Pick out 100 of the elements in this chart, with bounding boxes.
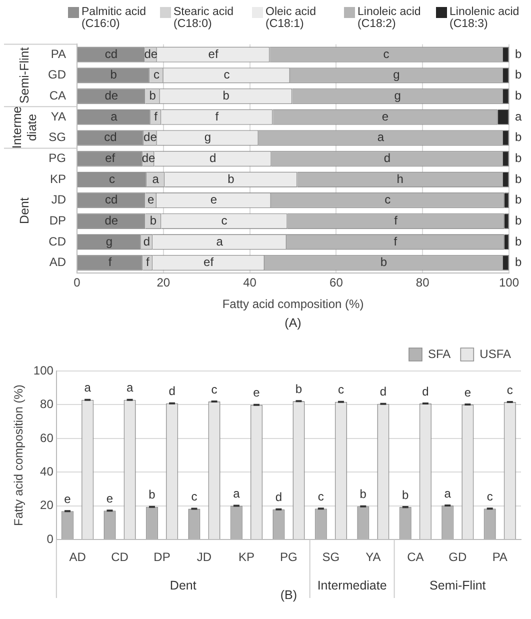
x-tick-label: 100 [498,276,520,290]
data-label: cd [104,46,118,61]
text: (A) [284,316,302,330]
data-label: cd [105,192,118,207]
data-label: de [104,88,118,103]
data-label: f [108,255,112,270]
data-label: a [216,234,224,248]
data-label: c [211,382,218,396]
text: Interme diate [10,106,39,149]
data-label: c [506,382,513,397]
data-label: b [515,130,522,144]
y-tick-label: 100 [33,363,54,378]
data-label: b [150,213,157,228]
text: Dent [17,197,32,224]
legend-label: Linolenic acid (C18:3) [450,6,520,30]
data-label: f [146,255,150,270]
y-tick-label: 40 [40,464,54,478]
y-tick-label: 0 [46,532,54,546]
data-label: c [153,68,160,82]
data-label: b [402,488,410,502]
y-tick-label: 60 [40,430,54,445]
data-label: a [126,380,134,395]
y-tick-label: CD [48,234,66,248]
x-axis-title: Fatty acid composition (%) [222,297,364,312]
data-label: b [515,46,522,61]
x-tick-label: 60 [330,276,344,290]
data-label: c [221,213,228,228]
data-label: b [149,88,156,103]
y-tick-label: JD [51,192,66,207]
data-label: b [295,382,302,396]
x-tick-label: YA [366,550,381,564]
data-label: e [464,385,472,400]
x-tick-label: PG [280,550,298,564]
data-label: ef [208,46,219,61]
y-tick-label: CA [49,88,66,103]
x-tick-label: 20 [156,276,170,290]
data-label: a [515,109,522,124]
y-tick-label: PA [50,46,66,61]
y-axis-title: Fatty acid composition (%) [12,384,26,526]
legend-label: Linoleic acid (C18:2) [358,6,422,30]
y-tick-label: PG [48,151,66,166]
x-tick-label: 0 [74,276,81,290]
data-label: b [222,88,230,103]
data-label: g [106,234,113,248]
data-label: b [380,255,388,270]
x-tick-label: AD [69,550,86,564]
data-label: b [228,172,235,186]
legend-label: SFA [428,346,451,361]
data-label: c [486,489,493,504]
data-label: ef [204,255,214,270]
text: Dent [170,578,197,593]
data-label: f [154,109,158,124]
y-tick-label: 20 [40,498,54,512]
y-tick-label: GD [48,68,66,82]
data-label: de [144,130,158,144]
data-label: c [191,490,198,504]
data-label: c [383,46,390,61]
x-tick-label: CA [407,550,424,564]
data-label: b [515,255,522,270]
x-tick-label: CD [111,550,129,564]
x-tick-label: SG [322,550,340,564]
text: Semi-Flint [430,578,486,593]
x-tick-label: DP [154,550,170,564]
data-label: g [204,130,212,144]
text: Semi-Flint [17,46,32,104]
x-tick-label: 80 [416,276,430,290]
x-tick-label: KP [238,550,254,564]
data-label: de [142,151,156,166]
data-label: c [384,192,391,207]
y-tick-label: DP [49,213,66,228]
data-label: ef [105,151,116,166]
data-label: h [396,172,404,186]
data-label: c [318,489,324,504]
data-label: a [110,109,118,124]
data-label: a [377,130,384,144]
data-label: a [152,172,160,186]
data-label: e [253,386,260,400]
data-label: c [109,172,116,186]
data-label: f [394,234,398,248]
data-label: b [360,487,367,502]
x-tick-label: 40 [243,276,257,290]
y-tick-label: 80 [40,397,54,412]
data-label: f [215,109,220,124]
data-label: d [210,151,216,166]
data-label: de [144,46,158,61]
data-label: d [275,490,282,504]
data-label: e [106,491,114,506]
data-label: a [84,380,92,395]
data-label: b [515,192,522,207]
data-label: c [338,382,344,397]
data-label: b [515,151,522,166]
y-tick-label: KP [50,172,66,186]
x-tick-label: JD [196,550,212,564]
data-label: a [444,486,452,500]
y-tick-label: SG [48,130,66,144]
legend-label: Stearic acid (C18:0) [174,6,235,30]
data-label: d [168,384,176,398]
data-label: a [233,486,240,501]
data-label: b [515,88,522,103]
data-label: b [148,488,156,502]
